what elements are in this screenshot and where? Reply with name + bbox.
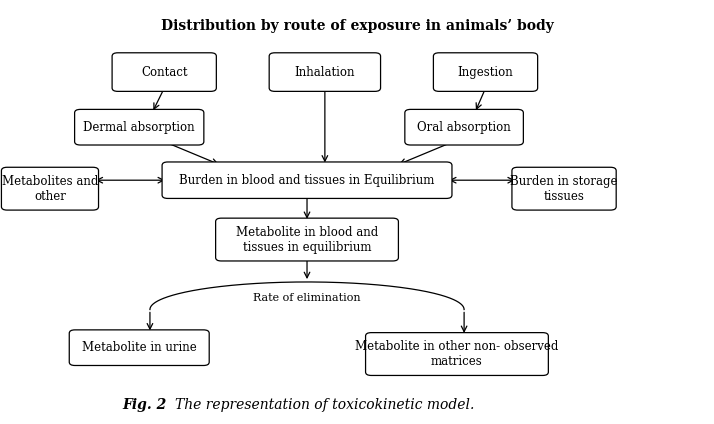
Text: Contact: Contact	[141, 66, 188, 78]
FancyBboxPatch shape	[69, 330, 209, 365]
FancyBboxPatch shape	[216, 218, 398, 261]
Text: Distribution by route of exposure in animals’ body: Distribution by route of exposure in ani…	[161, 19, 553, 33]
FancyBboxPatch shape	[112, 53, 216, 92]
Text: Dermal absorption: Dermal absorption	[84, 121, 195, 134]
FancyBboxPatch shape	[162, 162, 452, 198]
Text: Inhalation: Inhalation	[295, 66, 355, 78]
FancyBboxPatch shape	[366, 332, 548, 376]
Text: The representation of toxicokinetic model.: The representation of toxicokinetic mode…	[175, 398, 474, 412]
FancyBboxPatch shape	[433, 53, 538, 92]
FancyBboxPatch shape	[75, 109, 204, 145]
Text: Oral absorption: Oral absorption	[417, 121, 511, 134]
Text: Burden in storage
tissues: Burden in storage tissues	[511, 175, 618, 203]
Text: Ingestion: Ingestion	[458, 66, 513, 78]
Text: Metabolites and
other: Metabolites and other	[2, 175, 98, 203]
Text: Metabolite in blood and
tissues in equilibrium: Metabolite in blood and tissues in equil…	[236, 226, 378, 254]
FancyBboxPatch shape	[512, 167, 616, 210]
Text: Metabolite in other non- observed
matrices: Metabolite in other non- observed matric…	[356, 340, 558, 368]
FancyBboxPatch shape	[405, 109, 523, 145]
FancyBboxPatch shape	[269, 53, 381, 92]
Text: Fig. 2: Fig. 2	[122, 398, 171, 412]
Text: Burden in blood and tissues in Equilibrium: Burden in blood and tissues in Equilibri…	[179, 174, 435, 187]
Text: Metabolite in urine: Metabolite in urine	[82, 341, 196, 354]
FancyBboxPatch shape	[1, 167, 99, 210]
Text: Rate of elimination: Rate of elimination	[253, 293, 361, 303]
